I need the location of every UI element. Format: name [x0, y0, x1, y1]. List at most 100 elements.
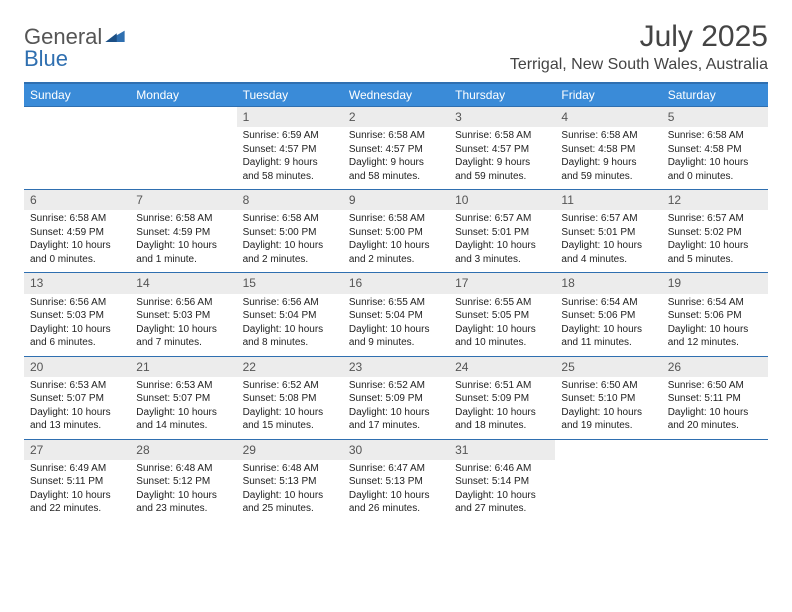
daylight-text: Daylight: 10 hours and 25 minutes. [243, 489, 337, 516]
cell-body: Sunrise: 6:57 AMSunset: 5:01 PMDaylight:… [449, 210, 555, 272]
sunset-text: Sunset: 5:08 PM [243, 392, 337, 406]
daylight-text: Daylight: 10 hours and 11 minutes. [561, 323, 655, 350]
sunset-text: Sunset: 5:03 PM [30, 309, 124, 323]
sunrise-text: Sunrise: 6:47 AM [349, 462, 443, 476]
day-number: 15 [237, 272, 343, 293]
daylight-text: Daylight: 10 hours and 19 minutes. [561, 406, 655, 433]
day-number: 30 [343, 439, 449, 460]
cell-body: Sunrise: 6:58 AMSunset: 5:00 PMDaylight:… [343, 210, 449, 272]
cell-body: Sunrise: 6:46 AMSunset: 5:14 PMDaylight:… [449, 460, 555, 522]
sunrise-text: Sunrise: 6:57 AM [561, 212, 655, 226]
day-number: 7 [130, 189, 236, 210]
day-number: 11 [555, 189, 661, 210]
logo-triangle-icon [105, 24, 125, 46]
calendar-cell: 28Sunrise: 6:48 AMSunset: 5:12 PMDayligh… [130, 439, 236, 522]
daylight-text: Daylight: 10 hours and 20 minutes. [668, 406, 762, 433]
day-number: 20 [24, 356, 130, 377]
day-header-row: Sunday Monday Tuesday Wednesday Thursday… [24, 84, 768, 106]
day-number [24, 106, 130, 127]
calendar-cell: 29Sunrise: 6:48 AMSunset: 5:13 PMDayligh… [237, 439, 343, 522]
sunset-text: Sunset: 5:13 PM [349, 475, 443, 489]
day-header-fri: Friday [555, 84, 661, 106]
sunset-text: Sunset: 5:01 PM [561, 226, 655, 240]
calendar-cell: 13Sunrise: 6:56 AMSunset: 5:03 PMDayligh… [24, 272, 130, 355]
calendar-cell [555, 439, 661, 522]
day-number [662, 439, 768, 460]
calendar-cell: 22Sunrise: 6:52 AMSunset: 5:08 PMDayligh… [237, 356, 343, 439]
sunset-text: Sunset: 5:02 PM [668, 226, 762, 240]
calendar-cell: 31Sunrise: 6:46 AMSunset: 5:14 PMDayligh… [449, 439, 555, 522]
calendar-cell: 26Sunrise: 6:50 AMSunset: 5:11 PMDayligh… [662, 356, 768, 439]
sunrise-text: Sunrise: 6:58 AM [349, 212, 443, 226]
calendar: Sunday Monday Tuesday Wednesday Thursday… [24, 82, 768, 522]
sunset-text: Sunset: 5:09 PM [349, 392, 443, 406]
sunrise-text: Sunrise: 6:58 AM [136, 212, 230, 226]
day-number: 12 [662, 189, 768, 210]
daylight-text: Daylight: 10 hours and 10 minutes. [455, 323, 549, 350]
location-subtitle: Terrigal, New South Wales, Australia [510, 56, 768, 74]
day-number: 14 [130, 272, 236, 293]
cell-body: Sunrise: 6:53 AMSunset: 5:07 PMDaylight:… [24, 377, 130, 439]
day-number: 3 [449, 106, 555, 127]
calendar-cell: 1Sunrise: 6:59 AMSunset: 4:57 PMDaylight… [237, 106, 343, 189]
sunset-text: Sunset: 5:04 PM [243, 309, 337, 323]
daylight-text: Daylight: 10 hours and 13 minutes. [30, 406, 124, 433]
week-row: 1Sunrise: 6:59 AMSunset: 4:57 PMDaylight… [24, 106, 768, 189]
day-header-tue: Tuesday [237, 84, 343, 106]
sunset-text: Sunset: 5:10 PM [561, 392, 655, 406]
cell-body: Sunrise: 6:53 AMSunset: 5:07 PMDaylight:… [130, 377, 236, 439]
cell-body: Sunrise: 6:55 AMSunset: 5:04 PMDaylight:… [343, 294, 449, 356]
day-number: 4 [555, 106, 661, 127]
cell-body: Sunrise: 6:56 AMSunset: 5:03 PMDaylight:… [130, 294, 236, 356]
cell-body: Sunrise: 6:49 AMSunset: 5:11 PMDaylight:… [24, 460, 130, 522]
sunrise-text: Sunrise: 6:56 AM [243, 296, 337, 310]
sunset-text: Sunset: 4:59 PM [30, 226, 124, 240]
cell-body: Sunrise: 6:48 AMSunset: 5:12 PMDaylight:… [130, 460, 236, 522]
daylight-text: Daylight: 10 hours and 23 minutes. [136, 489, 230, 516]
sunrise-text: Sunrise: 6:56 AM [136, 296, 230, 310]
daylight-text: Daylight: 9 hours and 58 minutes. [243, 156, 337, 183]
sunrise-text: Sunrise: 6:55 AM [349, 296, 443, 310]
sunrise-text: Sunrise: 6:58 AM [668, 129, 762, 143]
calendar-cell: 8Sunrise: 6:58 AMSunset: 5:00 PMDaylight… [237, 189, 343, 272]
sunrise-text: Sunrise: 6:53 AM [136, 379, 230, 393]
sunrise-text: Sunrise: 6:55 AM [455, 296, 549, 310]
sunset-text: Sunset: 4:57 PM [455, 143, 549, 157]
sunrise-text: Sunrise: 6:50 AM [668, 379, 762, 393]
calendar-cell: 2Sunrise: 6:58 AMSunset: 4:57 PMDaylight… [343, 106, 449, 189]
daylight-text: Daylight: 10 hours and 6 minutes. [30, 323, 124, 350]
sunrise-text: Sunrise: 6:58 AM [243, 212, 337, 226]
sunrise-text: Sunrise: 6:58 AM [30, 212, 124, 226]
sunset-text: Sunset: 4:58 PM [561, 143, 655, 157]
calendar-cell: 19Sunrise: 6:54 AMSunset: 5:06 PMDayligh… [662, 272, 768, 355]
sunrise-text: Sunrise: 6:58 AM [349, 129, 443, 143]
calendar-cell: 11Sunrise: 6:57 AMSunset: 5:01 PMDayligh… [555, 189, 661, 272]
day-number: 22 [237, 356, 343, 377]
day-number: 19 [662, 272, 768, 293]
sunrise-text: Sunrise: 6:53 AM [30, 379, 124, 393]
daylight-text: Daylight: 10 hours and 0 minutes. [668, 156, 762, 183]
daylight-text: Daylight: 10 hours and 22 minutes. [30, 489, 124, 516]
daylight-text: Daylight: 10 hours and 3 minutes. [455, 239, 549, 266]
daylight-text: Daylight: 10 hours and 9 minutes. [349, 323, 443, 350]
sunrise-text: Sunrise: 6:57 AM [668, 212, 762, 226]
sunrise-text: Sunrise: 6:57 AM [455, 212, 549, 226]
week-row: 20Sunrise: 6:53 AMSunset: 5:07 PMDayligh… [24, 356, 768, 439]
day-number [130, 106, 236, 127]
cell-body: Sunrise: 6:52 AMSunset: 5:08 PMDaylight:… [237, 377, 343, 439]
day-number: 28 [130, 439, 236, 460]
sunrise-text: Sunrise: 6:46 AM [455, 462, 549, 476]
sunset-text: Sunset: 5:06 PM [561, 309, 655, 323]
calendar-cell: 4Sunrise: 6:58 AMSunset: 4:58 PMDaylight… [555, 106, 661, 189]
sunset-text: Sunset: 5:11 PM [668, 392, 762, 406]
calendar-cell: 20Sunrise: 6:53 AMSunset: 5:07 PMDayligh… [24, 356, 130, 439]
day-header-mon: Monday [130, 84, 236, 106]
calendar-cell [24, 106, 130, 189]
sunrise-text: Sunrise: 6:54 AM [561, 296, 655, 310]
header: GeneralBlue July 2025 Terrigal, New Sout… [24, 20, 768, 74]
daylight-text: Daylight: 10 hours and 2 minutes. [349, 239, 443, 266]
day-number [555, 439, 661, 460]
brand-part2: Blue [24, 46, 68, 71]
calendar-cell: 25Sunrise: 6:50 AMSunset: 5:10 PMDayligh… [555, 356, 661, 439]
sunrise-text: Sunrise: 6:56 AM [30, 296, 124, 310]
